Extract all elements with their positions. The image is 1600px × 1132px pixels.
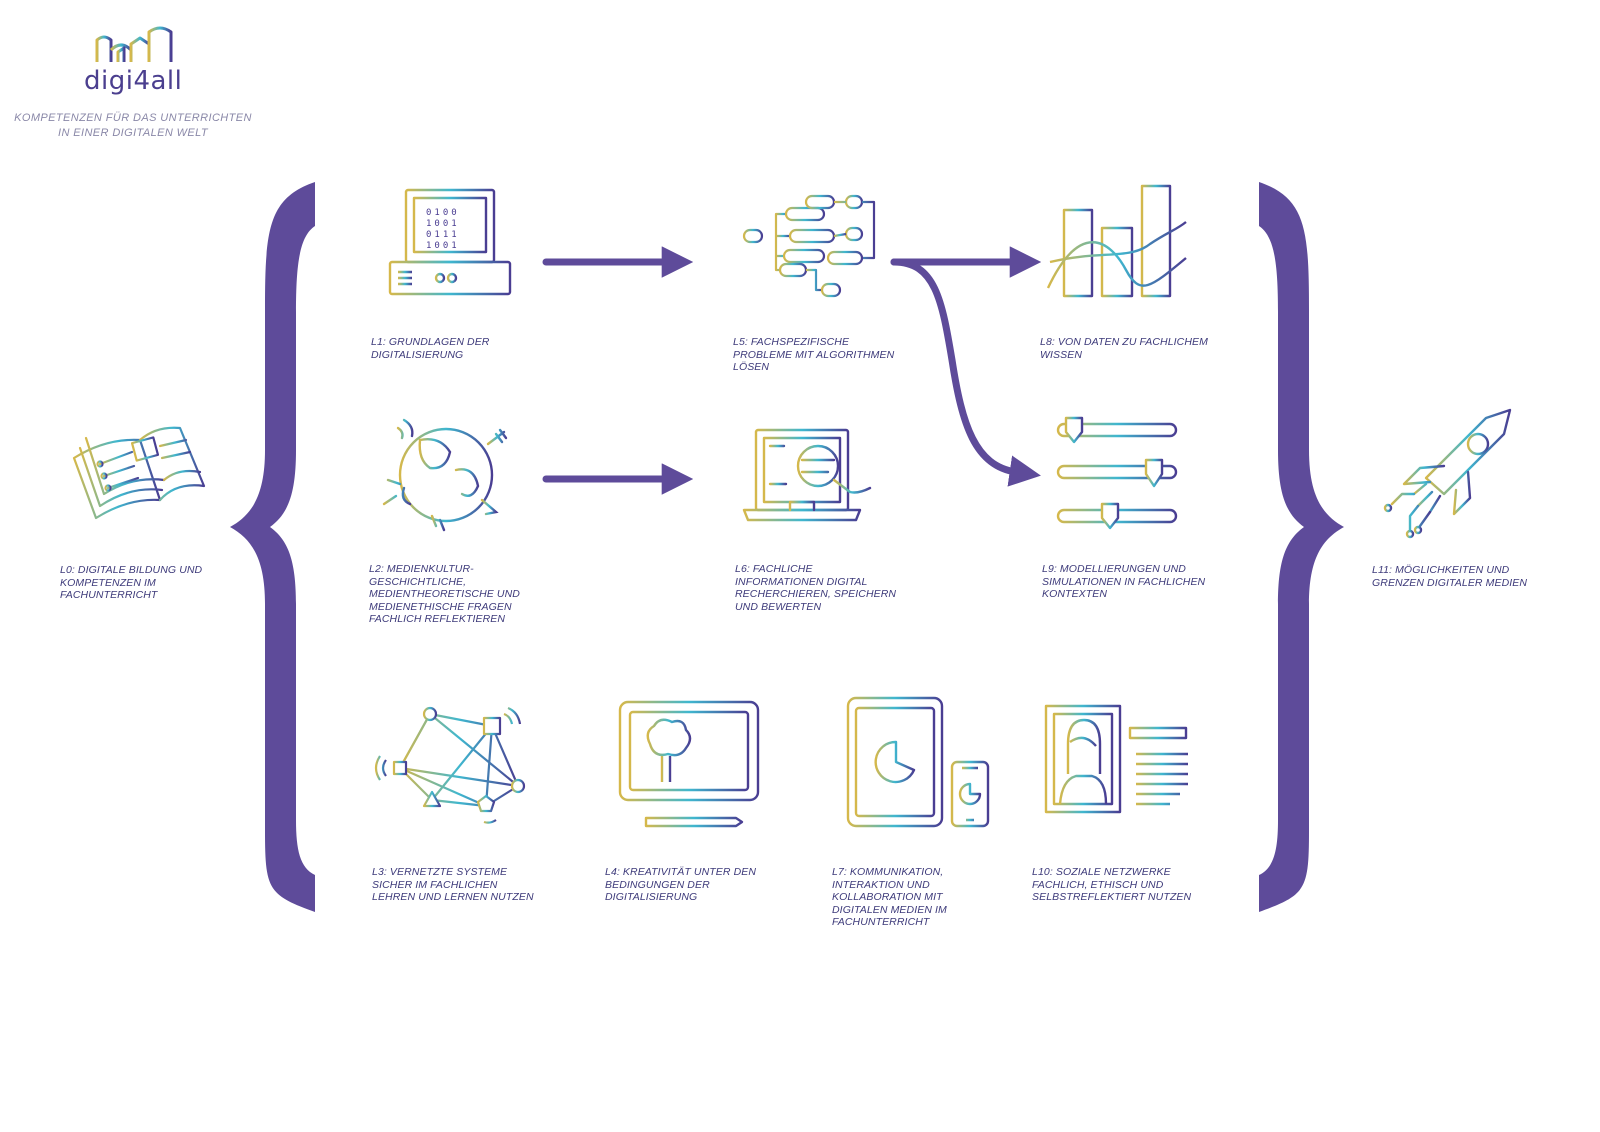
svg-text:0100: 0100 <box>426 208 460 218</box>
label-l4: L4: KREATIVITÄT UNTER DEN BEDINGUNGEN DE… <box>605 866 757 903</box>
bar-chart-icon <box>1046 184 1187 298</box>
tablet-stylus-icon <box>618 700 760 828</box>
label-l8: L8: VON DATEN ZU FACHLICHEM WISSEN <box>1040 336 1208 361</box>
label-l6: L6: FACHLICHE INFORMATIONEN DIGITAL RECH… <box>735 563 897 613</box>
right-brace <box>1259 182 1344 912</box>
label-l5: L5: FACHSPEZIFISCHE PROBLEME MIT ALGORIT… <box>733 336 895 373</box>
binary-computer-icon: 0100 1001 0111 1001 <box>388 188 512 296</box>
sliders-icon <box>1056 416 1178 530</box>
network-nodes-icon <box>374 706 526 824</box>
globe-media-icon <box>382 418 508 532</box>
left-brace <box>230 182 315 912</box>
label-l7: L7: KOMMUNIKATION, INTERAKTION UND KOLLA… <box>832 866 947 928</box>
label-l10: L10: SOZIALE NETZWERKE FACHLICH, ETHISCH… <box>1032 866 1192 903</box>
flow-arrows <box>542 246 1042 495</box>
label-l11: L11: MÖGLICHKEITEN UND GRENZEN DIGITALER… <box>1372 564 1528 589</box>
svg-text:0111: 0111 <box>426 230 460 240</box>
label-l2: L2: MEDIENKULTUR- GESCHICHTLICHE, MEDIEN… <box>369 563 520 625</box>
label-l1: L1: GRUNDLAGEN DER DIGITALISIERUNG <box>371 336 490 361</box>
label-l0: L0: DIGITALE BILDUNG UND KOMPETENZEN IM … <box>60 564 203 601</box>
logo-mark-icon <box>95 26 173 62</box>
svg-text:1001: 1001 <box>426 241 460 251</box>
brand-name: digi4all <box>84 66 183 96</box>
social-profile-icon <box>1044 704 1188 814</box>
brand-tagline: KOMPETENZEN FÜR DAS UNTERRICHTEN IN EINE… <box>14 112 252 139</box>
arrow-l5-l9 <box>890 258 1041 487</box>
book-circuit-icon <box>72 426 206 520</box>
svg-text:1001: 1001 <box>426 219 460 229</box>
algorithm-flow-icon <box>742 194 876 298</box>
rocket-icon <box>1383 408 1512 539</box>
label-l9: L9: MODELLIERUNGEN UND SIMULATIONEN IN F… <box>1042 563 1206 600</box>
laptop-search-icon <box>742 428 872 522</box>
label-l3: L3: VERNETZTE SYSTEME SICHER IM FACHLICH… <box>372 866 534 903</box>
tablet-phone-icon <box>846 696 990 828</box>
